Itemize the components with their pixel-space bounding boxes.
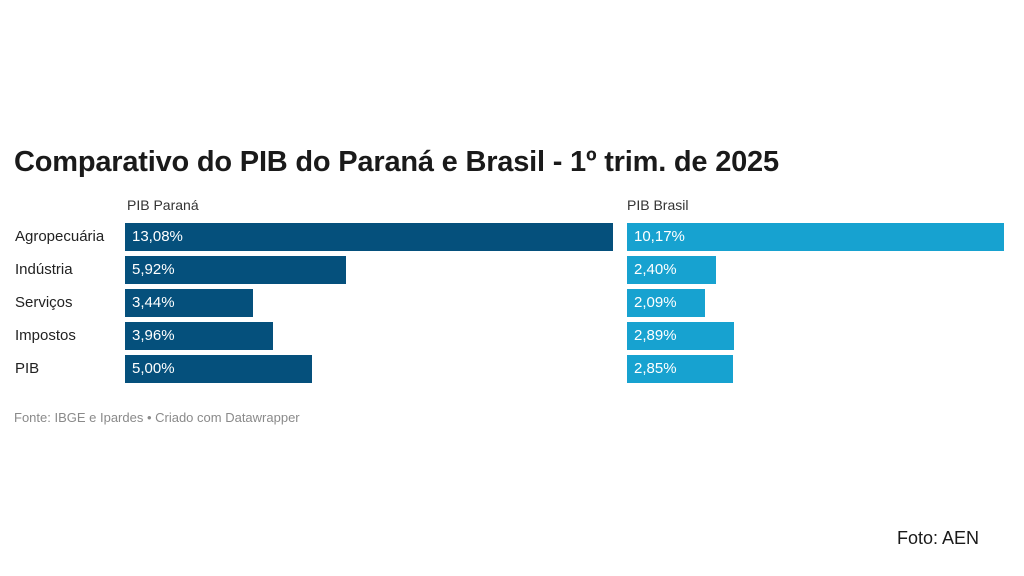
bar-parana-impostos: [125, 322, 273, 350]
bar-parana-agropecuaria: [125, 223, 613, 251]
photo-credit: Foto: AEN: [896, 528, 979, 548]
category-label-pib: PIB: [15, 360, 40, 377]
category-label-impostos: Impostos: [15, 327, 76, 344]
bar-brasil-pib: [627, 355, 733, 383]
bar-value-label-parana-pib: 5,00%: [132, 360, 175, 377]
bar-parana-pib: [125, 355, 312, 383]
bar-value-label-brasil-impostos: 2,89%: [634, 327, 677, 344]
category-label-industria: Indústria: [15, 261, 73, 278]
bar-value-label-parana-agropecuaria: 13,08%: [132, 228, 183, 245]
bar-brasil-impostos: [627, 322, 735, 350]
bar-value-label-brasil-agropecuaria: 10,17%: [634, 228, 685, 245]
bar-value-label-parana-servicos: 3,44%: [132, 294, 175, 311]
bar-parana-servicos: [125, 289, 254, 317]
bar-brasil-servicos: [627, 289, 705, 317]
category-label-servicos: Serviços: [15, 294, 73, 311]
category-label-agropecuaria: Agropecuária: [15, 228, 105, 245]
chart-title: Comparativo do PIB do Paraná e Brasil - …: [14, 146, 779, 178]
bar-value-label-brasil-servicos: 2,09%: [634, 294, 677, 311]
bar-parana-industria: [125, 256, 346, 284]
source-note: Fonte: IBGE e Ipardes • Criado com Dataw…: [14, 410, 300, 425]
bar-value-label-parana-impostos: 3,96%: [132, 327, 175, 344]
bar-value-label-brasil-pib: 2,85%: [634, 360, 677, 377]
panel-label-parana: PIB Paraná: [127, 197, 199, 213]
bar-value-label-parana-industria: 5,92%: [132, 261, 175, 278]
bar-value-label-brasil-industria: 2,40%: [634, 261, 677, 278]
panel-label-brasil: PIB Brasil: [627, 197, 689, 213]
bar-brasil-industria: [627, 256, 716, 284]
bar-brasil-agropecuaria: [627, 223, 1004, 251]
